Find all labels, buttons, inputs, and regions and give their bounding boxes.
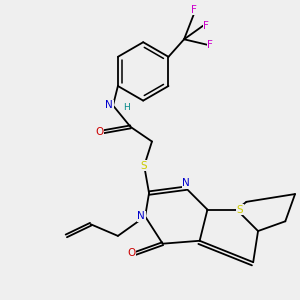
Text: N: N [105,100,113,110]
Text: F: F [203,21,209,31]
Text: S: S [237,205,243,214]
Text: O: O [95,127,103,137]
Text: F: F [207,40,213,50]
Text: N: N [137,212,145,221]
Text: F: F [191,5,197,15]
Text: S: S [141,161,148,171]
Text: O: O [127,248,135,258]
Text: N: N [182,178,190,188]
Text: H: H [123,103,130,112]
